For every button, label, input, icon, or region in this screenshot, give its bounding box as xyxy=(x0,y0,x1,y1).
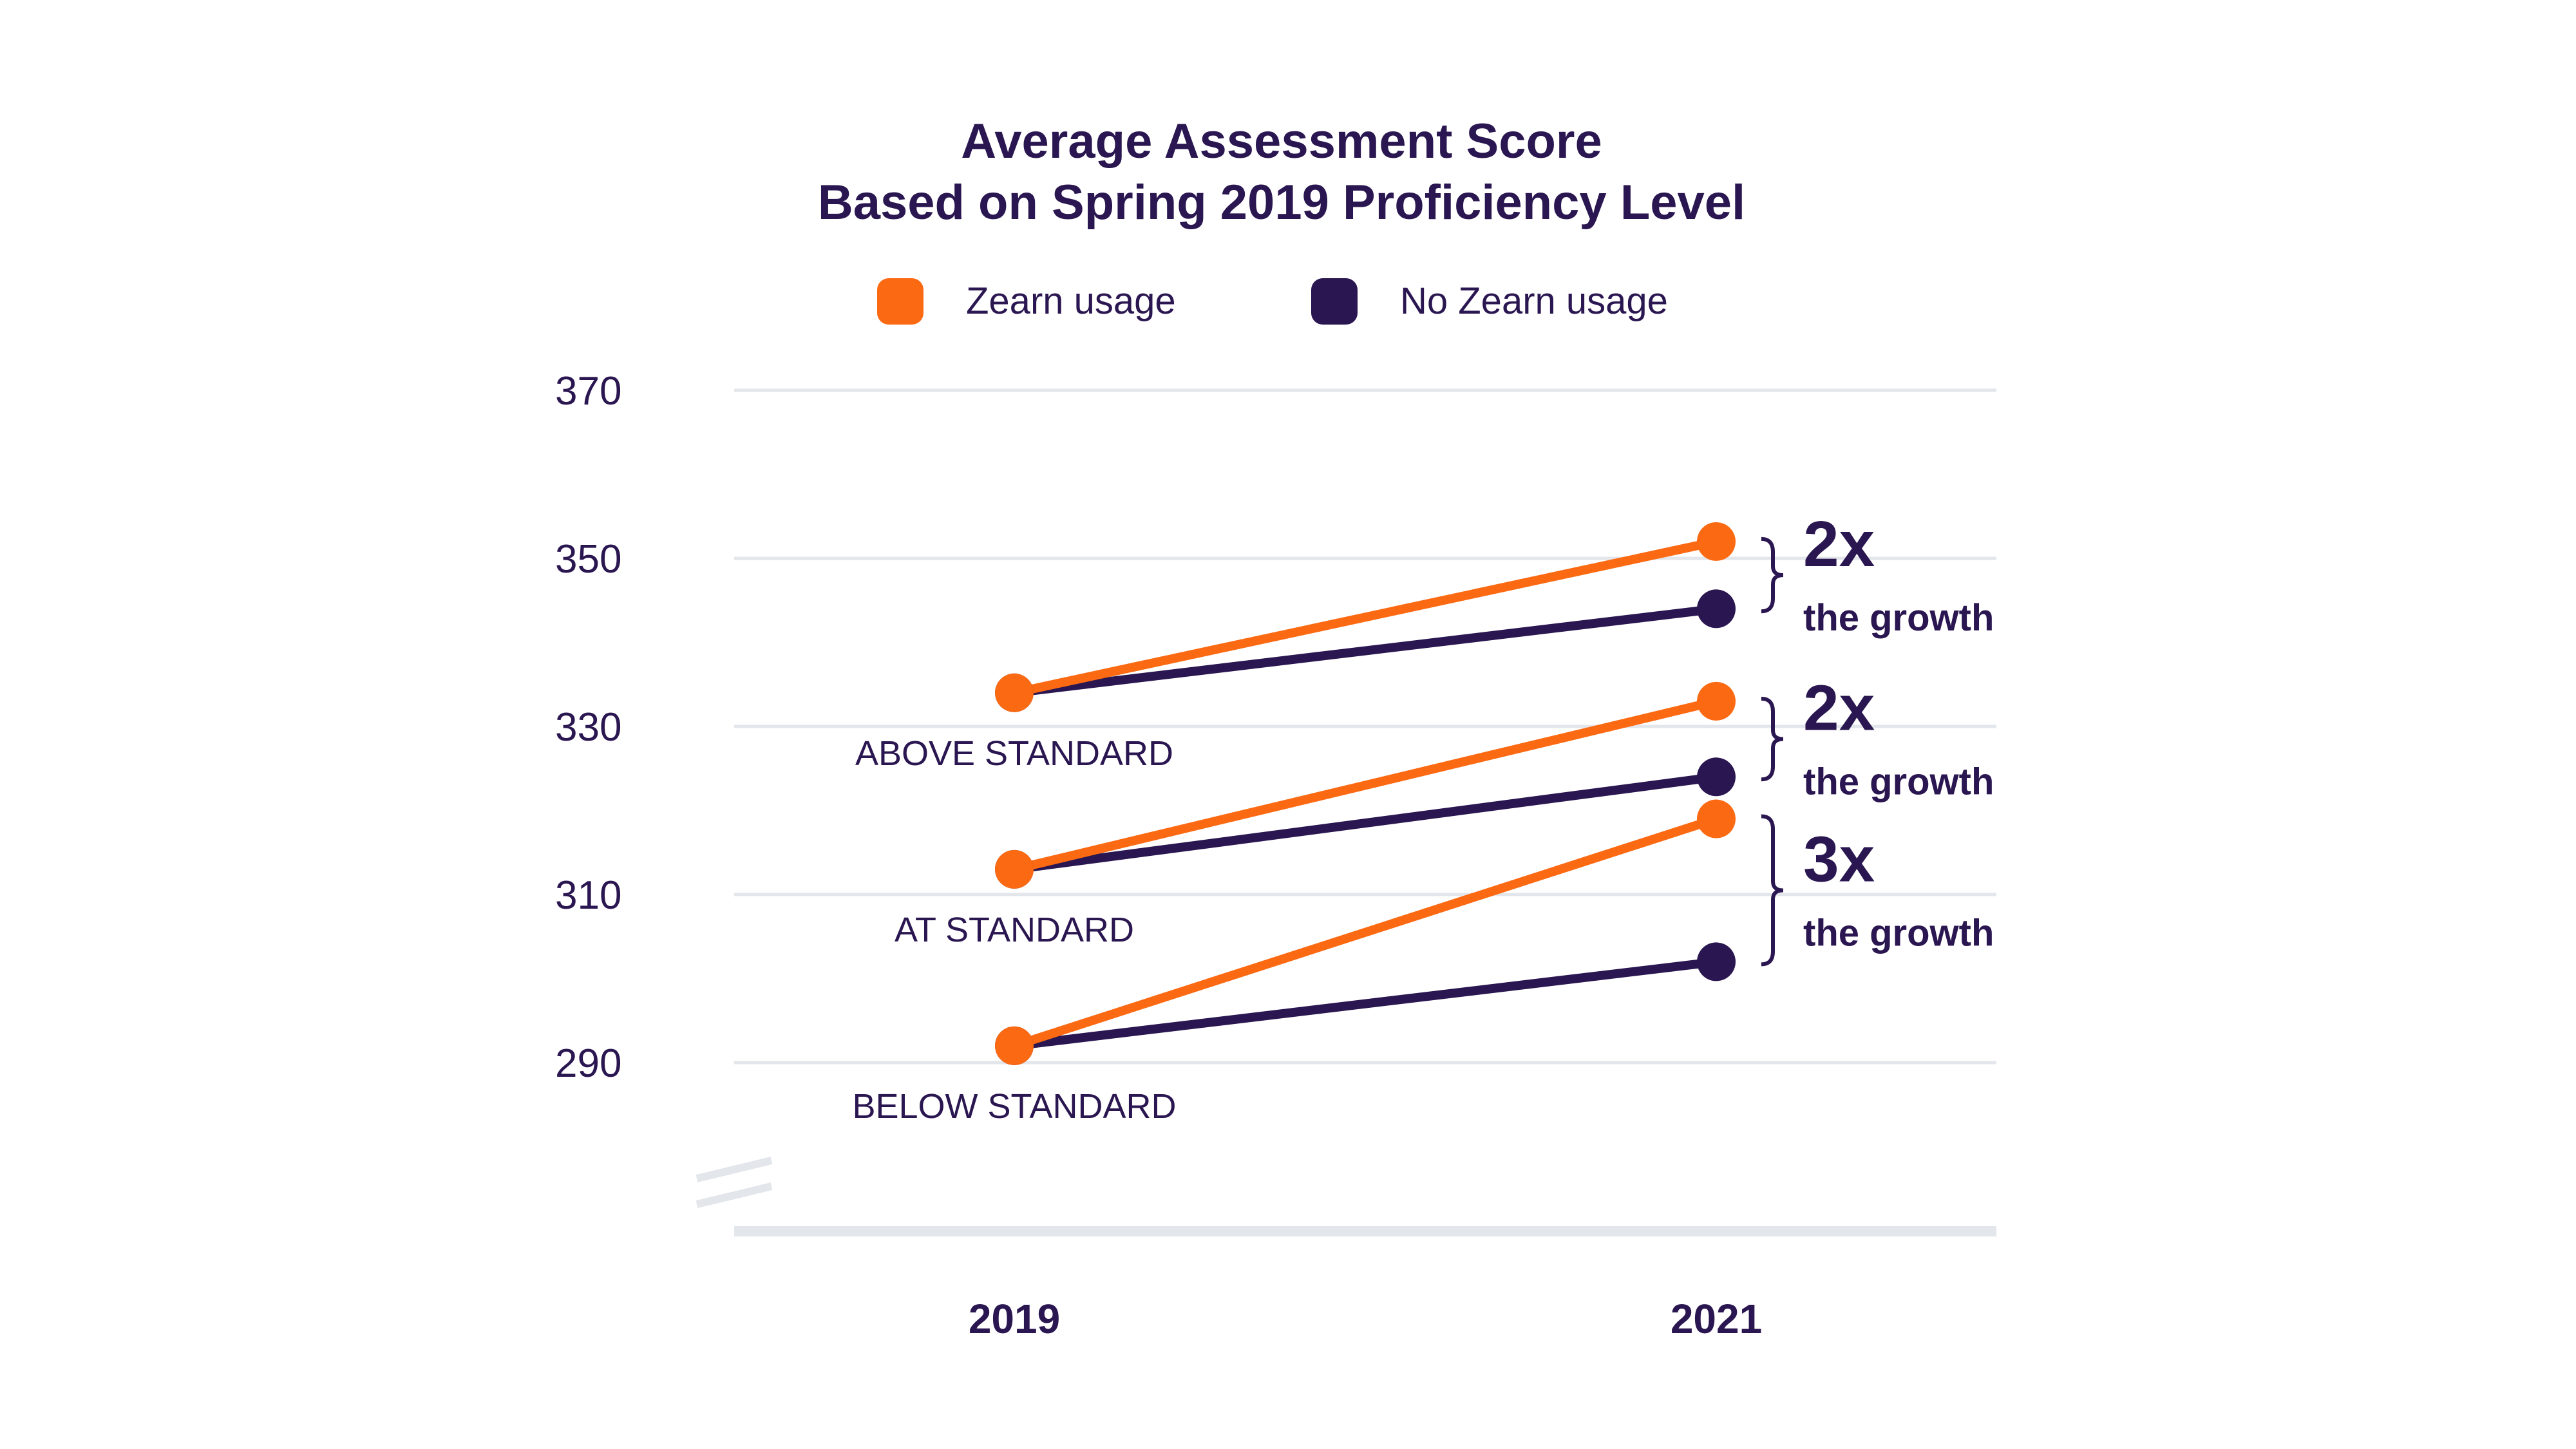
point-below-standard-zearn-usage-2021 xyxy=(1697,799,1736,838)
x-tick-label-2021: 2021 xyxy=(1671,1296,1762,1342)
series-line-above-standard-zearn-usage xyxy=(1010,536,1721,697)
series-line-below-standard-no-zearn-usage xyxy=(1010,957,1721,1050)
growth-multiplier-at-standard: 2x xyxy=(1803,672,1875,744)
legend-swatch-zearn-usage xyxy=(877,278,923,325)
legend-label-zearn-usage: Zearn usage xyxy=(966,280,1176,322)
group-label-above-standard: ABOVE STANDARD xyxy=(855,734,1173,773)
series-points xyxy=(995,522,1736,1065)
x-axis-ticks: 2019 2021 xyxy=(969,1296,1762,1342)
series-line-below-standard-zearn-usage xyxy=(1010,814,1721,1050)
y-tick-label-350: 350 xyxy=(555,537,621,582)
y-axis-ticks: 290 310 330 350 370 xyxy=(555,369,621,1086)
x-tick-label-2019: 2019 xyxy=(969,1296,1060,1342)
y-tick-label-310: 310 xyxy=(555,873,621,918)
chart-title: Average Assessment Score Based on Spring… xyxy=(818,114,1745,230)
point-above-standard-zearn-usage-2019 xyxy=(995,673,1034,712)
grid xyxy=(734,388,1996,1065)
growth-text-at-standard: the growth xyxy=(1803,761,1994,803)
axis-break-line-1 xyxy=(696,1157,773,1182)
legend: Zearn usage No Zearn usage xyxy=(877,278,1668,325)
growth-text-below-standard: the growth xyxy=(1803,912,1994,954)
series-lines xyxy=(1010,536,1721,1050)
bracket-above-standard xyxy=(1761,536,1784,614)
point-above-standard-no-zearn-usage-2021 xyxy=(1697,589,1736,629)
series-line-at-standard-zearn-usage xyxy=(1010,696,1721,874)
point-at-standard-no-zearn-usage-2021 xyxy=(1697,757,1736,797)
bracket-at-standard xyxy=(1761,696,1784,782)
bracket-below-standard xyxy=(1761,814,1784,967)
series-line-above-standard-no-zearn-usage xyxy=(1010,604,1721,697)
chart-title-line-2: Based on Spring 2019 Proficiency Level xyxy=(818,175,1745,230)
point-above-standard-zearn-usage-2021 xyxy=(1697,522,1736,561)
growth-multiplier-above-standard: 2x xyxy=(1803,508,1875,580)
y-tick-label-290: 290 xyxy=(555,1041,621,1086)
legend-label-no-zearn-usage: No Zearn usage xyxy=(1400,280,1668,322)
y-tick-label-330: 330 xyxy=(555,705,621,750)
y-tick-label-370: 370 xyxy=(555,369,621,413)
group-label-below-standard: BELOW STANDARD xyxy=(852,1087,1176,1126)
growth-text-above-standard: the growth xyxy=(1803,597,1994,639)
point-at-standard-zearn-usage-2019 xyxy=(995,849,1034,889)
chart-title-line-1: Average Assessment Score xyxy=(961,114,1602,169)
group-label-at-standard: AT STANDARD xyxy=(895,911,1134,949)
legend-swatch-no-zearn-usage xyxy=(1311,278,1358,325)
growth-annotations: 2x the growth 2x the growth 3x the growth xyxy=(1761,508,1994,967)
point-below-standard-no-zearn-usage-2021 xyxy=(1697,942,1736,981)
point-below-standard-zearn-usage-2019 xyxy=(995,1026,1034,1065)
growth-multiplier-below-standard: 3x xyxy=(1803,823,1875,895)
point-at-standard-zearn-usage-2021 xyxy=(1697,681,1736,721)
group-labels: ABOVE STANDARD AT STANDARD BELOW STANDARD xyxy=(852,734,1176,1126)
axis-break-line-2 xyxy=(696,1182,773,1208)
axis-break-mark xyxy=(696,1157,773,1208)
series-line-at-standard-no-zearn-usage xyxy=(1010,772,1721,874)
